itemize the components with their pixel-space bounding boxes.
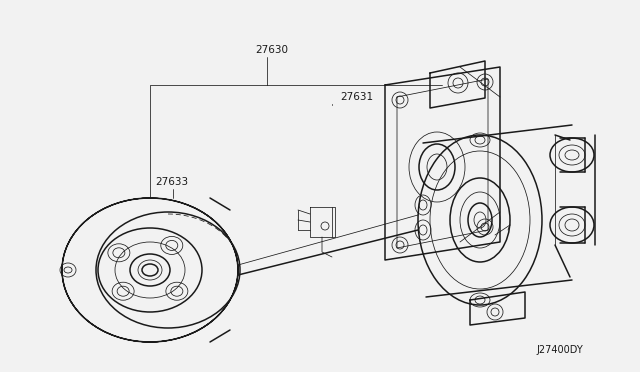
- Text: 27630: 27630: [255, 45, 288, 55]
- Text: 27633: 27633: [155, 177, 188, 187]
- Text: J27400DY: J27400DY: [536, 345, 584, 355]
- Text: 27631: 27631: [340, 92, 373, 102]
